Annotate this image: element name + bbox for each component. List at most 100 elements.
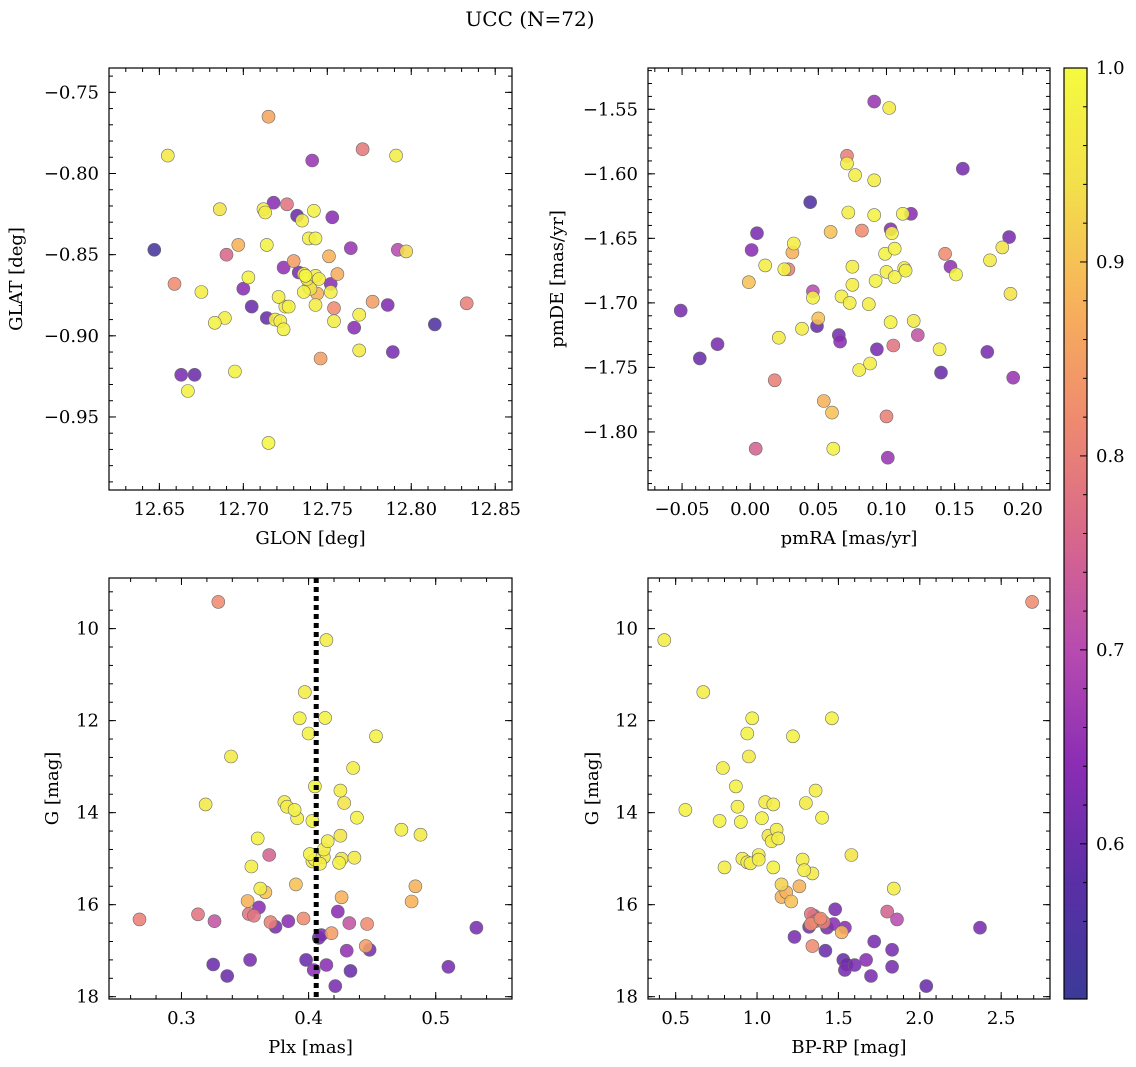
data-point	[840, 156, 854, 171]
scatter-points	[147, 109, 474, 450]
data-point	[717, 860, 732, 875]
data-point	[795, 321, 809, 336]
data-point	[949, 267, 963, 282]
data-point	[244, 299, 259, 314]
data-point	[710, 337, 725, 352]
x-axis-label: pmRA [mas/yr]	[781, 528, 918, 549]
data-point	[147, 243, 162, 257]
data-point	[350, 810, 364, 825]
axes-frame	[647, 577, 1051, 1000]
data-point	[799, 796, 813, 810]
y-tick-label: −0.80	[44, 164, 99, 185]
data-point	[198, 797, 213, 812]
data-point	[319, 633, 334, 647]
data-point	[132, 912, 147, 927]
data-point	[243, 953, 257, 967]
data-point	[716, 761, 730, 775]
data-point	[358, 939, 373, 953]
data-point	[347, 850, 362, 865]
x-tick-label: −0.05	[654, 499, 709, 520]
data-point	[296, 911, 311, 926]
data-point	[280, 197, 294, 212]
x-tick-label: 0.20	[1003, 499, 1043, 520]
colorbar-tick-label: 0.9	[1096, 252, 1125, 273]
data-point	[842, 296, 857, 310]
data-point	[281, 914, 296, 929]
data-point	[755, 811, 769, 826]
data-point	[890, 912, 904, 927]
data-point	[833, 334, 847, 349]
data-point	[879, 409, 894, 424]
data-point	[161, 148, 175, 163]
y-tick-label: −1.80	[583, 422, 638, 443]
data-point	[301, 726, 316, 741]
data-point	[236, 281, 251, 296]
y-axis-label: G [mag]	[42, 752, 63, 825]
data-point	[657, 633, 672, 647]
x-tick-label: 12.85	[469, 499, 521, 520]
data-point	[244, 859, 259, 874]
data-point	[231, 238, 246, 252]
y-tick-label: 14	[76, 803, 99, 824]
y-tick-label: −1.60	[583, 164, 638, 185]
data-point	[332, 855, 346, 870]
data-point	[885, 226, 899, 240]
data-point	[355, 142, 370, 156]
data-point	[330, 904, 345, 919]
y-tick-label: 16	[76, 895, 99, 916]
data-point	[219, 247, 234, 262]
y-tick-label: 12	[76, 711, 99, 732]
data-point	[1006, 370, 1021, 385]
x-axis-label: BP-RP [mag]	[791, 1037, 906, 1058]
data-point	[313, 351, 328, 366]
data-point	[327, 301, 341, 316]
data-point	[826, 441, 841, 456]
data-point	[322, 249, 336, 264]
data-point	[208, 315, 222, 330]
data-point	[308, 231, 323, 246]
y-tick-label: −1.75	[583, 357, 638, 378]
x-tick-label: 0.5	[421, 1008, 450, 1029]
data-point	[241, 270, 256, 285]
data-point	[910, 328, 925, 342]
panel-glon-glat: 12.65 12.70 12.75 12.80 12.85 −0.75 −0.80 −0.85…	[6, 67, 521, 549]
y-tick-label: 18	[76, 987, 99, 1008]
data-point	[262, 848, 277, 862]
data-point	[330, 267, 345, 281]
data-point	[934, 365, 948, 380]
data-point	[240, 894, 255, 908]
y-tick-label: −0.95	[44, 407, 99, 428]
data-point	[825, 711, 839, 726]
data-point	[803, 195, 818, 209]
data-point	[787, 930, 802, 944]
x-tick-label: 0.5	[661, 1008, 690, 1029]
data-point	[365, 294, 380, 309]
data-point	[333, 783, 348, 798]
data-point	[220, 969, 234, 983]
data-point	[766, 860, 781, 875]
data-point	[786, 236, 801, 251]
data-point	[247, 908, 261, 923]
data-point	[767, 373, 782, 388]
data-point	[786, 729, 800, 744]
data-point	[895, 207, 910, 221]
y-axis-label: pmDE [mas/yr]	[547, 210, 568, 348]
panel-bprp-g: 0.5 1.0 1.5 2.0 2.5 10 12 14 16 18 BP-RP [mag] G [m…	[582, 577, 1051, 1058]
data-point	[777, 262, 792, 277]
data-point	[339, 943, 354, 958]
data-point	[678, 803, 693, 817]
data-point	[745, 711, 760, 726]
x-tick-label: 1.0	[743, 1008, 772, 1029]
data-point	[194, 285, 209, 299]
x-tick-label: 12.80	[385, 499, 437, 520]
data-point	[868, 274, 883, 288]
data-point	[845, 259, 860, 274]
data-point	[327, 314, 341, 329]
data-point	[347, 320, 362, 335]
data-point	[740, 726, 755, 741]
data-point	[295, 213, 309, 228]
data-point	[692, 351, 707, 366]
data-point	[224, 749, 238, 764]
data-point	[305, 153, 320, 168]
data-point	[276, 322, 291, 337]
